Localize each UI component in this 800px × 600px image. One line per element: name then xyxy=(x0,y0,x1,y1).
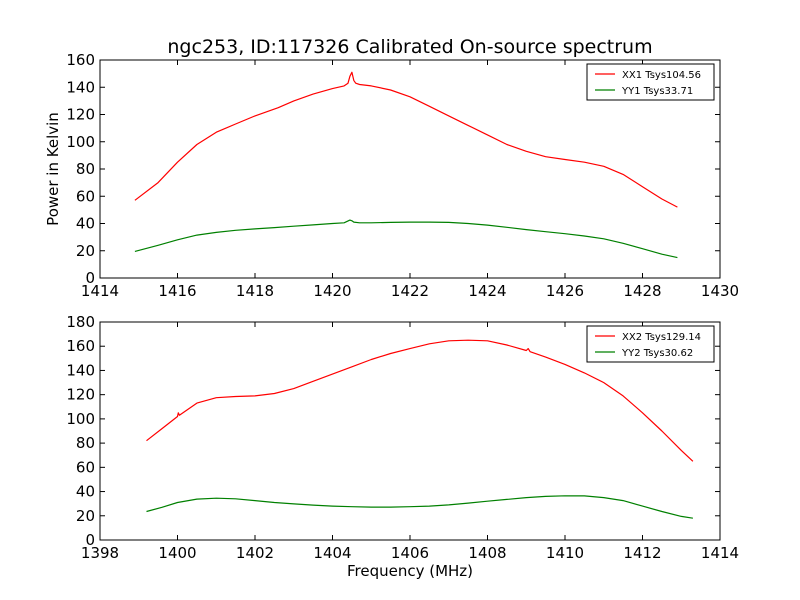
top-chart-title: ngc253, ID:117326 Calibrated On-source s… xyxy=(167,36,652,58)
top-subplot: ngc253, ID:117326 Calibrated On-source s… xyxy=(44,36,739,300)
bottom-x-tick-label: 1400 xyxy=(158,544,196,562)
top-y-tick-label: 100 xyxy=(66,133,95,151)
bottom-y-tick-label: 160 xyxy=(66,337,95,355)
top-y-axis-label: Power in Kelvin xyxy=(44,112,62,226)
top-y-tick-label: 140 xyxy=(66,78,95,96)
top-legend: XX1 Tsys104.56 YY1 Tsys33.71 xyxy=(586,63,715,101)
bottom-y-tick-label: 80 xyxy=(76,434,95,452)
top-legend-label-yy1: YY1 Tsys33.71 xyxy=(621,86,693,97)
top-y-tick-label: 0 xyxy=(85,269,95,287)
top-x-tick-label: 1420 xyxy=(313,282,351,300)
bottom-y-tick-label: 140 xyxy=(66,361,95,379)
top-y-tick-label: 80 xyxy=(76,160,95,178)
bottom-y-tick-label: 120 xyxy=(66,386,95,404)
top-legend-box xyxy=(586,63,715,101)
bottom-ticks-group: 1398 1400 1402 1404 1406 1408 1410 1412 1414 0 20 4… xyxy=(66,313,739,562)
top-x-tick-label: 1428 xyxy=(623,282,661,300)
bottom-subplot: Frequency (MHz) 1398 1400 1402 1404 1406 1408… xyxy=(66,313,739,580)
bottom-legend-box xyxy=(586,325,715,363)
bottom-x-axis-label: Frequency (MHz) xyxy=(347,562,473,580)
bottom-y-tick-label: 20 xyxy=(76,507,95,525)
bottom-series-line-xx2 xyxy=(146,339,694,462)
top-series-line-xx1 xyxy=(134,71,678,208)
top-y-tick-label: 20 xyxy=(76,242,95,260)
bottom-x-tick-label: 1414 xyxy=(701,544,739,562)
bottom-x-tick-label: 1404 xyxy=(313,544,351,562)
top-y-tick-label: 120 xyxy=(66,106,95,124)
bottom-x-tick-label: 1410 xyxy=(546,544,584,562)
top-x-tick-label: 1430 xyxy=(701,282,739,300)
bottom-legend-label-xx2: XX2 Tsys129.14 xyxy=(622,332,701,343)
top-x-tick-label: 1426 xyxy=(546,282,584,300)
bottom-x-tick-label: 1408 xyxy=(468,544,506,562)
top-series-group xyxy=(134,71,678,259)
top-y-tick-label: 40 xyxy=(76,215,95,233)
bottom-y-tick-label: 180 xyxy=(66,313,95,331)
bottom-x-tick-label: 1406 xyxy=(391,544,429,562)
top-plot-frame xyxy=(99,59,721,279)
top-x-tick-label: 1418 xyxy=(236,282,274,300)
top-x-tick-label: 1414 xyxy=(81,282,119,300)
top-x-tick-label: 1422 xyxy=(391,282,429,300)
bottom-x-tick-label: 1398 xyxy=(81,544,119,562)
bottom-series-group xyxy=(146,339,694,519)
top-ticks-group: 1414 1416 1418 1420 1422 1424 1426 1428 1430 0 20 4… xyxy=(66,51,739,300)
bottom-x-tick-label: 1402 xyxy=(236,544,274,562)
top-y-tick-label: 60 xyxy=(76,187,95,205)
bottom-y-tick-label: 60 xyxy=(76,458,95,476)
top-x-tick-label: 1424 xyxy=(468,282,506,300)
bottom-plot-frame xyxy=(99,321,721,541)
top-legend-label-xx1: XX1 Tsys104.56 xyxy=(622,70,701,81)
bottom-x-tick-label: 1412 xyxy=(623,544,661,562)
bottom-y-tick-label: 0 xyxy=(85,531,95,549)
top-y-tick-label: 160 xyxy=(66,51,95,69)
bottom-legend-label-yy2: YY2 Tsys30.62 xyxy=(621,348,693,359)
top-x-tick-label: 1416 xyxy=(158,282,196,300)
bottom-y-tick-label: 40 xyxy=(76,483,95,501)
bottom-legend: XX2 Tsys129.14 YY2 Tsys30.62 xyxy=(586,325,715,363)
bottom-y-tick-label: 100 xyxy=(66,410,95,428)
top-series-line-yy1 xyxy=(134,219,678,259)
bottom-series-line-yy2 xyxy=(146,495,693,519)
